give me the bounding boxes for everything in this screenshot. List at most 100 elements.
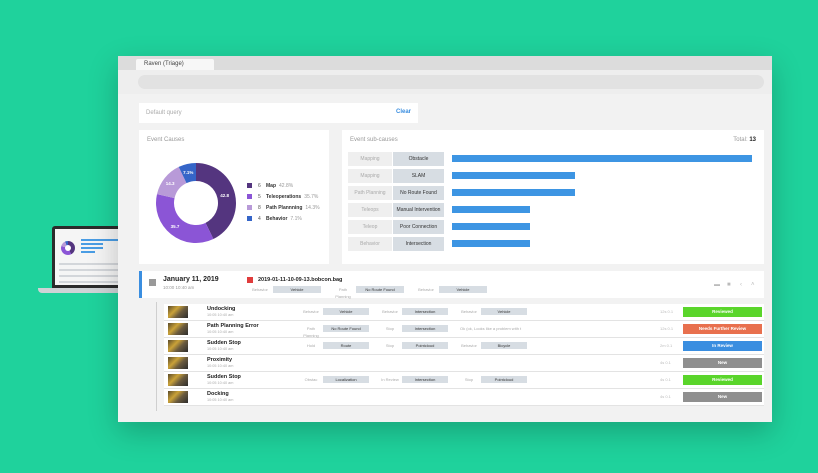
subcause-row[interactable]: Teleop Poor Connection <box>348 220 758 234</box>
address-bar[interactable] <box>138 75 764 89</box>
event-name: Path Planning Error <box>207 323 259 329</box>
legend-count: 4 <box>258 215 261 222</box>
event-causes-card: Event Causes 42.8 35.7 14.3 7.1% 6 Map 42.8% 5… <box>139 130 329 264</box>
event-thumbnail[interactable] <box>168 357 188 369</box>
tag-value: Route <box>323 342 369 349</box>
subcause-bar[interactable] <box>452 189 575 196</box>
tag-value: Vehicle <box>439 286 487 293</box>
event-name: Docking <box>207 391 229 397</box>
event-row[interactable]: Path Planning Error 10:05 10:40 am Path Pl… <box>164 321 764 338</box>
legend-label: Teleoperations <box>266 193 302 200</box>
event-thumbnail[interactable] <box>168 340 188 352</box>
laptop-base <box>38 288 130 293</box>
subcause-row[interactable]: Mapping Obstacle <box>348 152 758 166</box>
status-button[interactable]: Reviewed <box>683 307 762 317</box>
event-thumbnail[interactable] <box>168 374 188 386</box>
legend-count: 6 <box>258 182 261 189</box>
event-row[interactable]: Docking 10:05 10:40 am 4s 0.1 New <box>164 389 764 406</box>
tag-value: Localization <box>323 376 369 383</box>
chevron-up-icon[interactable]: ˄ <box>751 282 755 288</box>
event-row[interactable]: Undocking 10:05 10:40 am Behavior Vehicle Be… <box>164 304 764 321</box>
legend-percent: 14.3% <box>305 204 320 211</box>
tag-value: Intersection <box>402 308 448 315</box>
subcause-row[interactable]: Path Planning No Route Found <box>348 186 758 200</box>
legend-count: 8 <box>258 204 261 211</box>
subcause-group: Teleop <box>348 220 392 234</box>
browser-window: Raven (Triage) Default query Clear Event… <box>118 56 772 422</box>
subcause-row[interactable]: Teleops Manual Intervention <box>348 203 758 217</box>
donut-slice-map[interactable] <box>196 163 236 240</box>
trip-file[interactable]: 2019-01-11-10-09-13.bobcon.bag <box>258 277 343 283</box>
tag-key: Stop <box>385 326 395 331</box>
total-count: Total: 13 <box>733 137 756 143</box>
tag-value: Pointcloud <box>402 342 448 349</box>
subcause-bar[interactable] <box>452 240 530 247</box>
legend-percent: 7.1% <box>290 215 302 222</box>
subcause-name: Manual Intervention <box>393 203 444 217</box>
app-content: Default query Clear Event Causes 42.8 35.… <box>118 94 772 422</box>
tag-key: Behavior <box>461 309 477 314</box>
status-button[interactable]: Reviewed <box>683 375 762 385</box>
tag-key: Behavior <box>303 309 319 314</box>
comment-icon[interactable]: ▬ <box>714 282 720 288</box>
subcause-bar[interactable] <box>452 206 530 213</box>
tag-key: Behavior <box>382 309 398 314</box>
query-input[interactable]: Default query <box>146 110 182 116</box>
subcause-group: Behavior <box>348 237 392 251</box>
subcause-row[interactable]: Mapping SLAM <box>348 169 758 183</box>
status-button[interactable]: In Review <box>683 341 762 351</box>
tag-value: Pointcloud <box>481 376 527 383</box>
subcause-row[interactable]: Behavior Intersection <box>348 237 758 251</box>
mini-donut <box>61 241 75 255</box>
subcause-bar[interactable] <box>452 155 752 162</box>
legend-item[interactable]: 8 Path Plannning 14.3% <box>247 202 320 213</box>
mini-row <box>59 269 119 271</box>
donut-slice-path-plannning[interactable] <box>157 166 187 199</box>
donut-slice-label: 42.8 <box>220 193 229 199</box>
tag-value: Vehicle <box>273 286 321 293</box>
mini-bar <box>81 247 103 249</box>
event-row[interactable]: Proximity 10:05 10:40 am 4s 0.1 New <box>164 355 764 372</box>
donut-slice-behavior[interactable] <box>178 163 196 184</box>
subcause-group: Teleops <box>348 203 392 217</box>
subcause-bar[interactable] <box>452 223 530 230</box>
subcause-bar[interactable] <box>452 172 575 179</box>
trip-time: 10:00 10:40 am <box>163 285 195 290</box>
trip-checkbox[interactable] <box>149 279 156 286</box>
laptop-illustration <box>38 226 130 293</box>
event-time: 10:05 10:40 am <box>207 398 234 402</box>
tag-key: Stop <box>464 377 474 382</box>
query-bar[interactable]: Default query Clear <box>139 103 418 123</box>
status-button[interactable]: New <box>683 358 762 368</box>
clear-button[interactable]: Clear <box>395 109 411 115</box>
mini-row <box>59 275 119 277</box>
tag-key: Stop <box>385 343 395 348</box>
event-name: Undocking <box>207 306 236 312</box>
video-icon[interactable]: ■ <box>727 282 731 288</box>
status-button[interactable]: New <box>683 392 762 402</box>
tag-key: Obstac <box>304 377 318 382</box>
event-thumbnail[interactable] <box>168 391 188 403</box>
event-time: 10:05 10:40 am <box>207 313 234 317</box>
donut-slice-label: 35.7 <box>170 224 180 230</box>
status-button[interactable]: Needs Further Review <box>683 324 762 334</box>
subcause-name: Intersection <box>393 237 444 251</box>
event-name: Sudden Stop <box>207 374 241 380</box>
subcause-name: No Route Found <box>393 186 444 200</box>
event-thumbnail[interactable] <box>168 306 188 318</box>
legend-item[interactable]: 6 Map 42.8% <box>247 180 320 191</box>
legend-item[interactable]: 5 Teleoperations 35.7% <box>247 191 320 202</box>
event-row[interactable]: Sudden Stop 10:05 10:40 am Hold Route Stop Po… <box>164 338 764 355</box>
donut-slice-teleoperations[interactable] <box>156 194 214 243</box>
legend-item[interactable]: 4 Behavior 7.1% <box>247 213 320 224</box>
event-name: Proximity <box>207 357 233 363</box>
tag-key: Behavior <box>252 287 268 292</box>
trip-row[interactable]: January 11, 2019 10:00 10:40 am 2019-01-… <box>139 271 764 299</box>
donut-slice-label: 14.3 <box>165 180 175 186</box>
browser-tab[interactable]: Raven (Triage) <box>136 59 214 70</box>
causes-legend: 6 Map 42.8% 5 Teleoperations 35.7% 8 Path Plann… <box>247 180 320 224</box>
event-row[interactable]: Sudden Stop 10:05 10:40 am Obstac Localizat… <box>164 372 764 389</box>
event-thumbnail[interactable] <box>168 323 188 335</box>
chevron-left-icon[interactable]: ‹ <box>740 282 742 288</box>
tag-value: No Route Found <box>323 325 369 332</box>
